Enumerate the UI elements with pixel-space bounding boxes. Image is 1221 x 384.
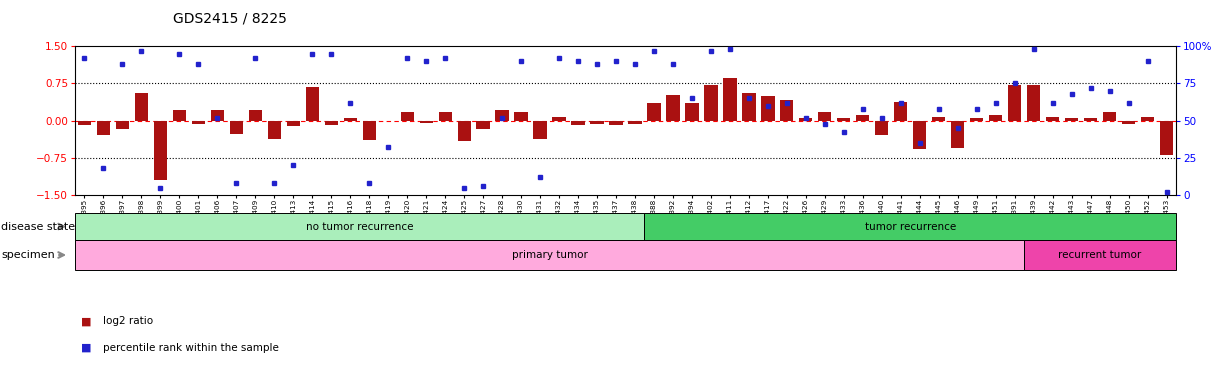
Bar bbox=[629, 121, 641, 124]
Bar bbox=[800, 118, 812, 121]
Bar bbox=[96, 121, 110, 136]
Bar bbox=[420, 121, 432, 122]
Bar bbox=[78, 121, 92, 124]
Bar bbox=[780, 100, 794, 121]
Bar bbox=[287, 121, 300, 126]
Bar bbox=[211, 109, 223, 121]
Bar bbox=[723, 78, 736, 121]
Bar bbox=[496, 109, 509, 121]
Bar bbox=[116, 121, 129, 129]
Bar bbox=[552, 117, 565, 121]
Bar bbox=[1160, 121, 1173, 155]
Bar bbox=[932, 117, 945, 121]
Bar bbox=[1046, 117, 1060, 121]
Text: recurrent tumor: recurrent tumor bbox=[1059, 250, 1142, 260]
Text: specimen: specimen bbox=[1, 250, 55, 260]
Bar bbox=[154, 121, 167, 180]
Bar bbox=[476, 121, 490, 129]
Bar bbox=[514, 112, 527, 121]
Bar bbox=[363, 121, 376, 141]
Bar bbox=[305, 87, 319, 121]
Text: percentile rank within the sample: percentile rank within the sample bbox=[103, 343, 278, 353]
Bar bbox=[1065, 118, 1078, 121]
Bar bbox=[989, 114, 1002, 121]
Bar bbox=[1103, 112, 1116, 121]
Bar bbox=[192, 121, 205, 124]
Bar bbox=[1024, 240, 1176, 270]
Text: log2 ratio: log2 ratio bbox=[103, 316, 153, 326]
Bar bbox=[761, 96, 774, 121]
Bar bbox=[343, 118, 357, 121]
Bar bbox=[1140, 117, 1154, 121]
Bar bbox=[325, 121, 338, 124]
Bar bbox=[818, 112, 832, 121]
Bar bbox=[685, 103, 698, 121]
Bar bbox=[645, 213, 1176, 240]
Bar bbox=[458, 121, 471, 141]
Text: ■: ■ bbox=[81, 316, 92, 326]
Bar bbox=[838, 118, 851, 121]
Bar bbox=[647, 103, 661, 121]
Bar bbox=[1009, 85, 1021, 121]
Bar bbox=[894, 102, 907, 121]
Bar bbox=[74, 213, 645, 240]
Bar bbox=[230, 121, 243, 134]
Bar bbox=[875, 121, 889, 136]
Bar bbox=[400, 112, 414, 121]
Text: tumor recurrence: tumor recurrence bbox=[864, 222, 956, 232]
Bar bbox=[534, 121, 547, 139]
Text: no tumor recurrence: no tumor recurrence bbox=[306, 222, 414, 232]
Text: GDS2415 / 8225: GDS2415 / 8225 bbox=[172, 12, 287, 25]
Bar bbox=[667, 95, 680, 121]
Bar bbox=[856, 114, 869, 121]
Bar bbox=[571, 121, 585, 124]
Bar bbox=[1122, 121, 1136, 124]
Bar bbox=[742, 93, 756, 121]
Bar bbox=[1027, 85, 1040, 121]
Bar bbox=[591, 121, 603, 124]
Bar bbox=[951, 121, 965, 148]
Bar bbox=[172, 109, 186, 121]
Bar bbox=[913, 121, 927, 149]
Bar bbox=[74, 240, 1024, 270]
Bar bbox=[438, 112, 452, 121]
Bar bbox=[134, 93, 148, 121]
Text: disease state: disease state bbox=[1, 222, 76, 232]
Bar bbox=[609, 121, 623, 124]
Text: primary tumor: primary tumor bbox=[512, 250, 587, 260]
Bar bbox=[705, 85, 718, 121]
Text: ■: ■ bbox=[81, 343, 92, 353]
Bar bbox=[267, 121, 281, 139]
Bar bbox=[969, 118, 983, 121]
Bar bbox=[1084, 118, 1098, 121]
Bar bbox=[249, 109, 263, 121]
